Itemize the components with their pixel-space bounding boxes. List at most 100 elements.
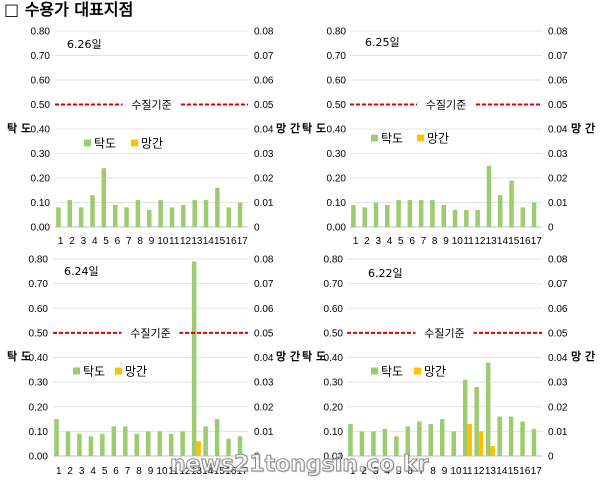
turbidity-bar bbox=[78, 207, 84, 227]
turbidity-bar bbox=[168, 433, 174, 456]
y-tick-label: 0.70 bbox=[31, 51, 51, 62]
x-tick-label: 8 bbox=[432, 236, 438, 247]
turbidity-bar bbox=[169, 207, 175, 227]
turbidity-bar bbox=[88, 436, 94, 456]
x-tick-label: 14 bbox=[202, 466, 214, 477]
turbidity-bar bbox=[485, 362, 491, 456]
y2-tick-label: 0 bbox=[254, 452, 260, 463]
x-tick-label: 7 bbox=[421, 236, 427, 247]
turbidity-bar bbox=[123, 426, 128, 456]
x-tick-label: 4 bbox=[90, 466, 96, 477]
x-tick-label: 3 bbox=[375, 236, 381, 247]
turbidity-bar bbox=[418, 200, 424, 227]
y-tick-label: 0.20 bbox=[327, 174, 347, 185]
y-tick-label: 0.30 bbox=[327, 149, 347, 160]
x-tick-label: 12 bbox=[180, 236, 192, 247]
turbidity-bar bbox=[508, 416, 514, 456]
x-tick-label: 4 bbox=[387, 236, 393, 247]
y-tick-label: 0.60 bbox=[327, 76, 347, 87]
date-label: 6.26일 bbox=[67, 37, 102, 51]
turbidity-bar bbox=[111, 426, 117, 456]
x-tick-label: 4 bbox=[92, 236, 98, 247]
x-tick-label: 1 bbox=[56, 466, 62, 477]
turbidity-bar bbox=[509, 180, 514, 227]
turbidity-bar bbox=[407, 200, 413, 227]
y2-tick-label: 0.05 bbox=[254, 100, 274, 111]
turbidity-bar bbox=[351, 204, 356, 227]
turbidity-bar bbox=[452, 209, 458, 227]
y2-tick-label: 0.07 bbox=[548, 51, 568, 62]
date-label: 6.24일 bbox=[64, 264, 99, 278]
turbidity-bar bbox=[405, 426, 411, 456]
x-tick-label: 12 bbox=[179, 466, 191, 477]
y2-tick-label: 0.02 bbox=[254, 174, 274, 185]
x-tick-label: 2 bbox=[361, 466, 367, 477]
legend-swatch-manganese bbox=[414, 367, 421, 375]
y2-tick-label: 0.02 bbox=[548, 402, 568, 413]
y2-tick-label: 0.02 bbox=[548, 174, 568, 185]
y-tick-label: 0.00 bbox=[324, 452, 344, 463]
y2-tick-label: 0.03 bbox=[254, 378, 274, 389]
y2-tick-label: 0.08 bbox=[254, 27, 274, 38]
turbidity-bar bbox=[56, 207, 61, 227]
x-tick-label: 11 bbox=[169, 236, 180, 247]
x-tick-label: 14 bbox=[203, 236, 215, 247]
turbidity-bar bbox=[474, 387, 479, 456]
y-tick-label: 0.10 bbox=[327, 198, 347, 209]
y-tick-label: 0.20 bbox=[31, 174, 51, 185]
reference-label: 수질기준 bbox=[424, 327, 464, 340]
x-tick-label: 16 bbox=[225, 236, 237, 247]
x-tick-label: 10 bbox=[452, 236, 464, 247]
turbidity-bar bbox=[158, 200, 163, 227]
turbidity-bar bbox=[464, 209, 469, 227]
manganese-bar bbox=[196, 441, 201, 456]
turbidity-bar bbox=[394, 436, 399, 456]
x-tick-label: 17 bbox=[531, 466, 543, 477]
y-tick-label: 0.80 bbox=[327, 27, 347, 38]
y-tick-label: 0.80 bbox=[324, 255, 344, 266]
y-tick-label: 0.10 bbox=[31, 198, 51, 209]
turbidity-bar bbox=[497, 416, 502, 456]
x-tick-label: 11 bbox=[168, 466, 179, 477]
legend-label: 탁도 bbox=[381, 365, 403, 379]
legend-swatch-manganese bbox=[417, 134, 424, 142]
x-tick-label: 10 bbox=[156, 466, 168, 477]
turbidity-bar bbox=[215, 187, 220, 227]
y2-tick-label: 0.06 bbox=[254, 304, 274, 315]
reference-label: 수질기준 bbox=[130, 327, 170, 340]
legend-label: 탁도 bbox=[381, 132, 403, 146]
turbidity-bar bbox=[237, 436, 243, 456]
turbidity-bar bbox=[531, 428, 537, 456]
turbidity-bar bbox=[226, 438, 231, 456]
turbidity-bar bbox=[462, 379, 468, 456]
turbidity-bar bbox=[77, 433, 82, 456]
turbidity-bar bbox=[441, 204, 446, 227]
turbidity-bar bbox=[237, 202, 243, 227]
y2-tick-label: 0.04 bbox=[548, 125, 568, 136]
date-label: 6.22일 bbox=[368, 266, 403, 280]
y-axis-title: 탁 도 bbox=[7, 349, 31, 363]
turbidity-bar bbox=[101, 168, 107, 227]
legend-label: 탁도 bbox=[94, 137, 116, 151]
x-tick-label: 4 bbox=[384, 466, 390, 477]
reference-label-bg bbox=[121, 325, 180, 340]
reference-label-bg bbox=[122, 97, 181, 112]
y-tick-label: 0.00 bbox=[31, 223, 51, 234]
x-tick-label: 12 bbox=[474, 236, 486, 247]
turbidity-bar bbox=[382, 428, 388, 456]
x-tick-label: 3 bbox=[81, 236, 87, 247]
y2-tick-label: 0.03 bbox=[254, 149, 274, 160]
turbidity-bar bbox=[124, 207, 129, 227]
turbidity-bar bbox=[203, 426, 208, 456]
x-tick-label: 7 bbox=[125, 466, 131, 477]
y-tick-label: 0.70 bbox=[29, 279, 49, 290]
x-tick-label: 5 bbox=[398, 236, 404, 247]
x-tick-label: 6 bbox=[115, 236, 121, 247]
x-tick-label: 1 bbox=[353, 236, 359, 247]
x-tick-label: 9 bbox=[443, 236, 449, 247]
y-tick-label: 0.00 bbox=[29, 452, 49, 463]
y2-tick-label: 0.07 bbox=[548, 279, 568, 290]
y2-tick-label: 0.06 bbox=[548, 76, 568, 87]
x-tick-label: 17 bbox=[237, 236, 249, 247]
turbidity-bar bbox=[90, 195, 95, 227]
